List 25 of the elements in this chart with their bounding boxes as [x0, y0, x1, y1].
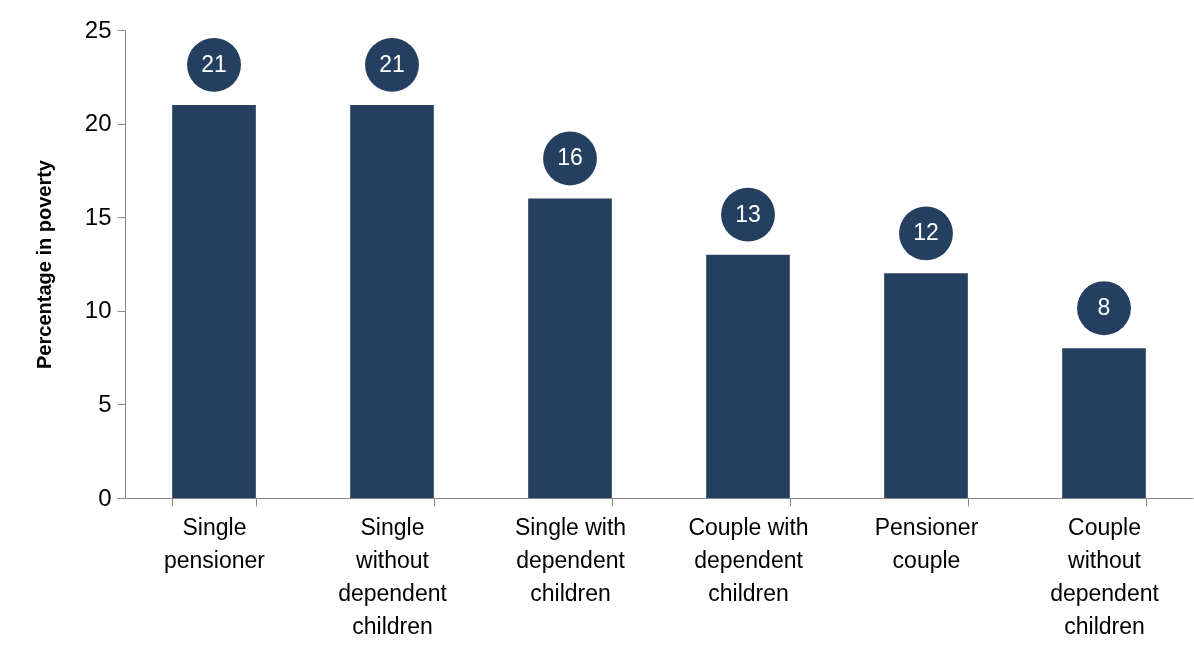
data-label: 12 [913, 219, 939, 246]
x-tick-label: Couple with dependent children [688, 513, 809, 606]
y-tick-label: 10 [84, 296, 112, 324]
bar [1062, 348, 1146, 498]
data-label: 21 [201, 50, 227, 77]
x-tick-label: Single with dependent children [514, 513, 627, 606]
y-tick-label: 15 [84, 202, 112, 230]
data-label: 21 [379, 50, 405, 77]
data-label: 8 [1097, 294, 1111, 321]
x-tick-label: Couple without dependent children [1050, 513, 1160, 639]
y-tick-label: 5 [98, 389, 112, 417]
bar [528, 198, 612, 498]
data-label: 16 [557, 144, 583, 171]
x-tick-label: Single pensioner [163, 513, 266, 573]
y-tick-label: 0 [98, 483, 112, 511]
y-tick-label: 25 [84, 15, 112, 43]
bar [884, 273, 968, 498]
x-tick-label: Pensioner couple [874, 513, 979, 573]
y-axis-title: Percentage in poverty [32, 159, 55, 369]
bar [350, 104, 434, 498]
data-label: 13 [735, 200, 761, 227]
bar [172, 104, 256, 498]
y-tick-label: 20 [84, 109, 112, 137]
bar [706, 254, 790, 498]
x-tick-label: Single without dependent children [338, 513, 448, 639]
